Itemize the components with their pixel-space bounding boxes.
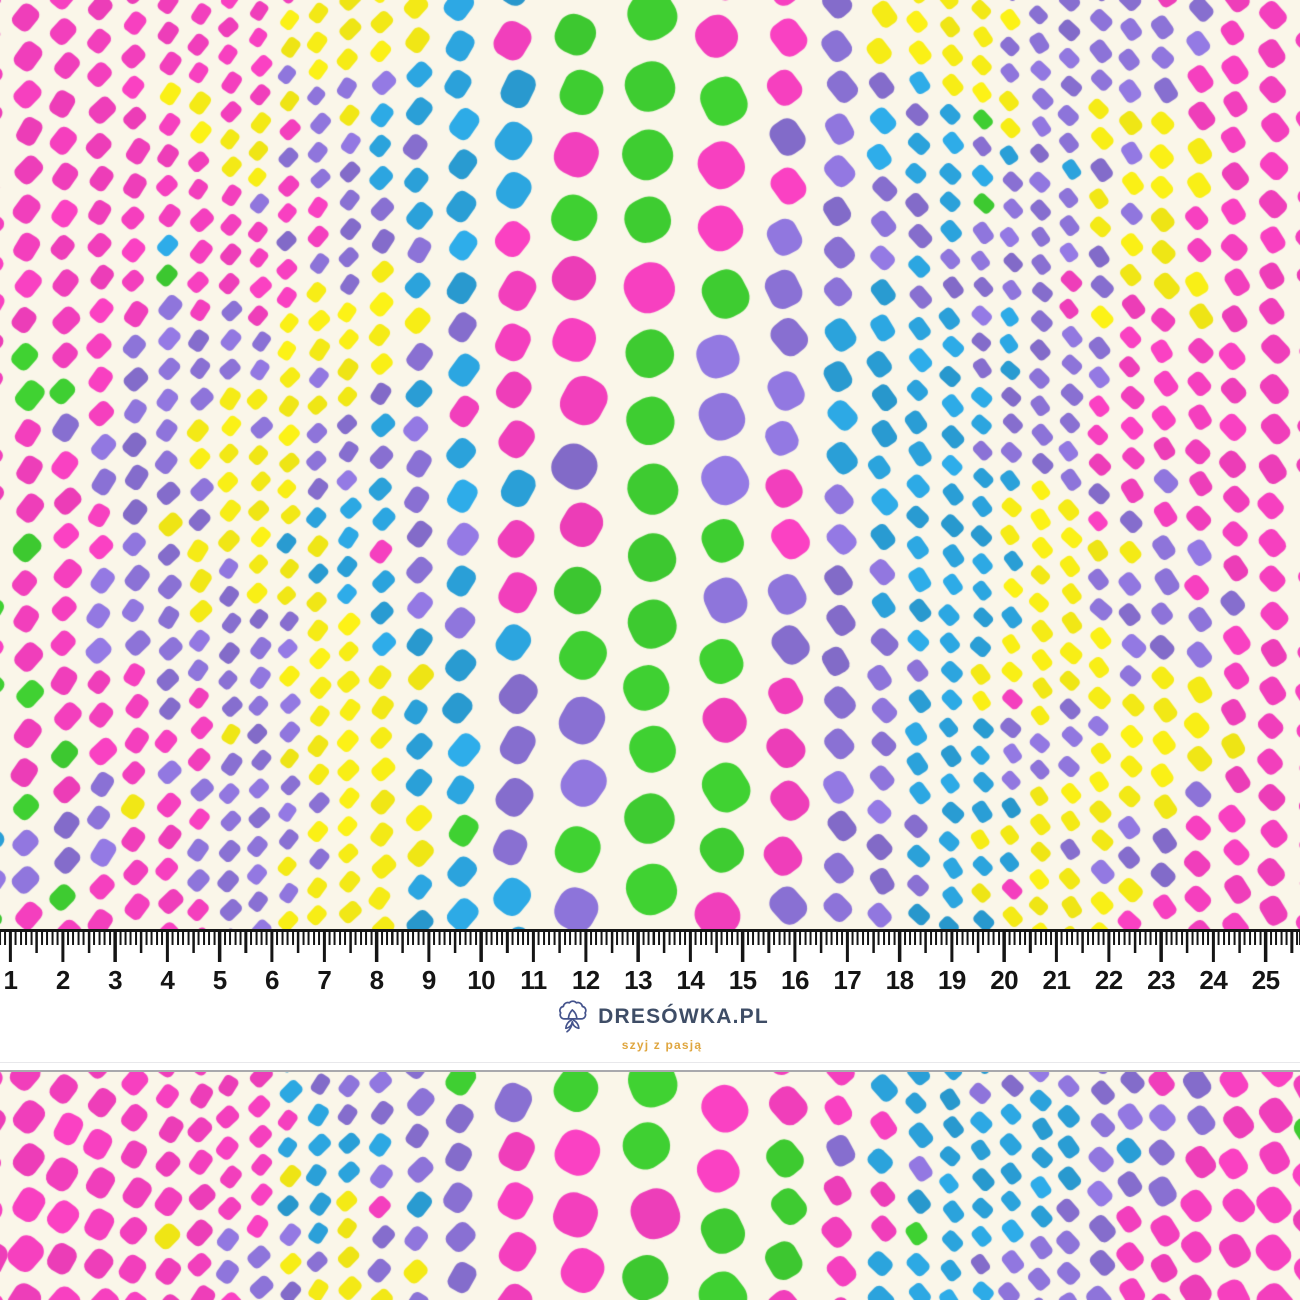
- ruler-scale-numbers: 1 2 3 4 5 6 7 8 9 10 11 12 13 14 15 16 17 18 19 20 21 22 23 24 2…: [0, 965, 1300, 995]
- ruler-number: 5: [212, 965, 227, 995]
- ruler-number: 25: [1251, 965, 1280, 995]
- ruler-number: 4: [160, 965, 175, 995]
- ruler-number: 10: [467, 965, 496, 995]
- ruler-number: 18: [885, 965, 914, 995]
- ruler-number: 12: [571, 965, 600, 995]
- ruler-number: 15: [728, 965, 757, 995]
- measuring-band: 1 2 3 4 5 6 7 8 9 10 11 12 13 14 15 16 17 18 19 20 21 22 23 24 2…: [0, 929, 1300, 1072]
- brand-tagline: szyj z pasją: [621, 1038, 703, 1052]
- ruler-number: 11: [520, 965, 547, 995]
- ruler-number: 6: [265, 965, 279, 995]
- ruler-number: 22: [1094, 965, 1123, 995]
- brand-logo: DRESÓWKA.PL szyj z pasją: [555, 999, 769, 1052]
- ruler-number: 19: [937, 965, 966, 995]
- ruler-number: 21: [1042, 965, 1071, 995]
- ruler-number: 24: [1199, 965, 1228, 995]
- ruler-number: 8: [369, 965, 384, 995]
- ruler-number: 20: [990, 965, 1019, 995]
- ruler-number: 16: [781, 965, 809, 995]
- cotton-flower-icon: [559, 1000, 587, 1033]
- ruler-number: 7: [317, 965, 332, 995]
- band-faint-divider: [0, 1062, 1300, 1063]
- ruler-number: 9: [421, 965, 436, 995]
- ruler-number: 13: [624, 965, 653, 995]
- ruler-number: 17: [833, 965, 862, 995]
- ruler-baseline: [0, 929, 1300, 932]
- ruler-number: 2: [55, 965, 70, 995]
- ruler-number: 14: [676, 965, 705, 995]
- ruler-number: 3: [108, 965, 123, 995]
- ruler-number: 23: [1147, 965, 1176, 995]
- ruler-number: 1: [3, 965, 18, 995]
- brand-wordmark: DRESÓWKA.PL: [598, 1005, 769, 1028]
- ruler-ticks-cm: [0, 932, 1300, 962]
